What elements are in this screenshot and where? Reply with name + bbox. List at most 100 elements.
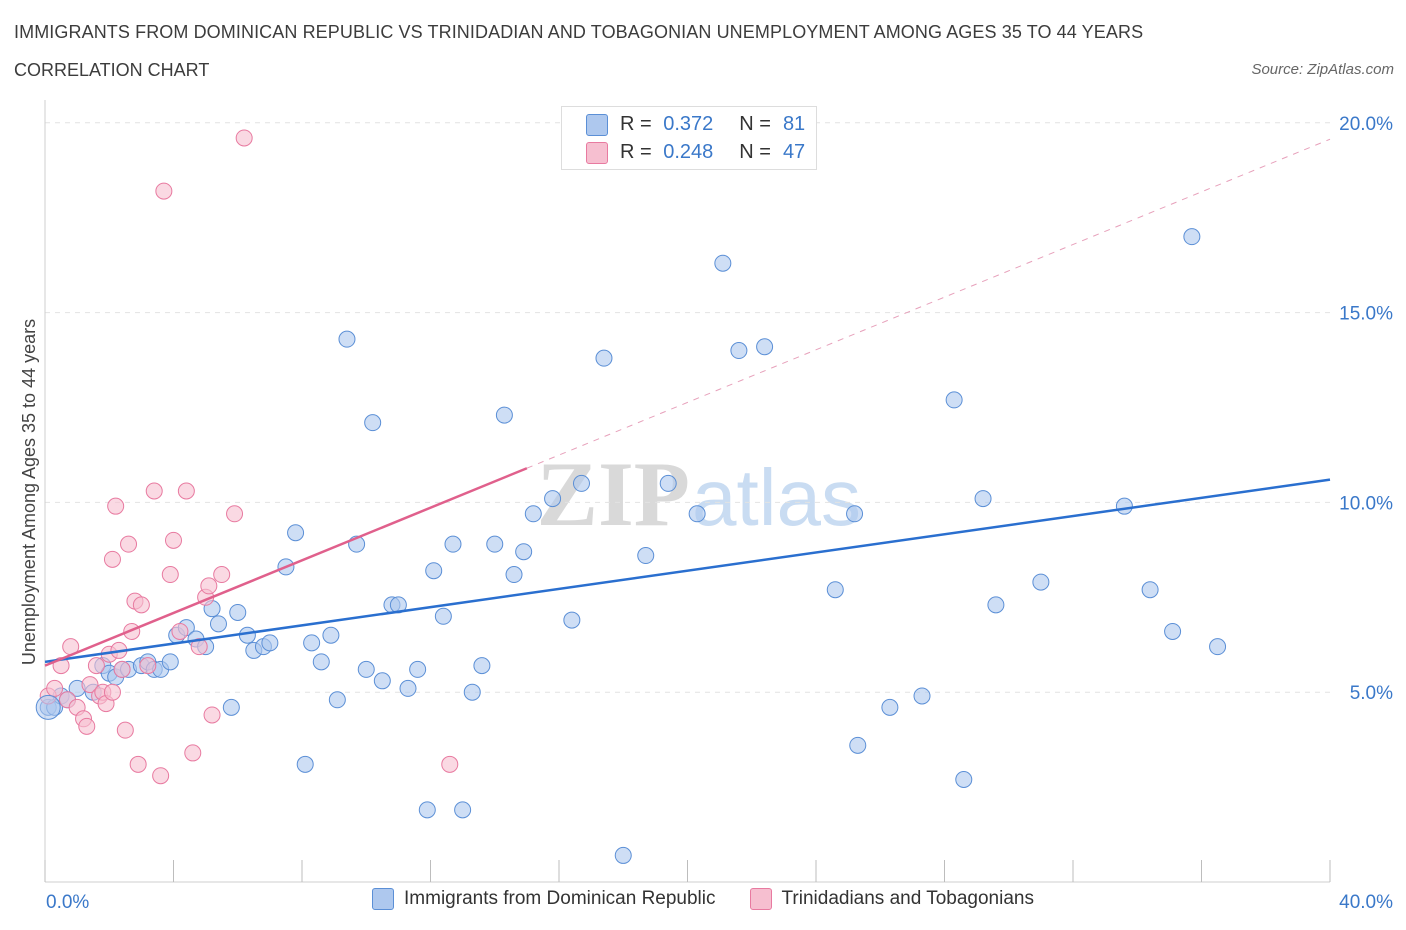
blue-point	[338, 330, 356, 348]
legend-item-dominican: Immigrants from Dominican Republic	[372, 888, 716, 910]
blue-point	[515, 543, 533, 561]
pink-trend-extension	[526, 138, 1331, 469]
pink-point	[103, 683, 121, 701]
blue-point	[222, 698, 240, 716]
series-legend: Immigrants from Dominican Republic Trini…	[0, 888, 1406, 910]
pink-point	[103, 550, 121, 568]
blue-point	[955, 771, 973, 789]
blue-swatch	[372, 888, 395, 910]
pink-point	[116, 721, 134, 739]
pink-point	[441, 755, 459, 773]
pink-point	[161, 566, 179, 584]
blue-point	[945, 391, 963, 409]
pink-point	[200, 577, 218, 595]
blue-point	[296, 755, 314, 773]
blue-point	[473, 657, 491, 675]
blue-point	[1032, 573, 1050, 591]
r-value: 0.372	[663, 113, 714, 135]
pink-point	[165, 531, 182, 549]
blue-point	[881, 698, 899, 716]
y-tick-label: 20.0%	[1339, 114, 1393, 135]
pink-trend-line	[44, 467, 528, 667]
blue-point	[495, 406, 513, 424]
legend-label: Trinidadians and Tobagonians	[781, 888, 1034, 909]
blue-point	[572, 474, 590, 492]
pink-point	[113, 660, 131, 678]
blue-point	[846, 505, 864, 523]
pink-swatch	[749, 888, 772, 910]
pink-point	[177, 482, 195, 500]
pink-point	[203, 706, 221, 724]
blue-point	[425, 562, 443, 580]
chart-subtitle: CORRELATION CHART	[14, 60, 210, 80]
blue-point	[563, 611, 581, 629]
pink-point	[226, 505, 244, 523]
pink-point	[87, 657, 105, 675]
y-tick-label: 5.0%	[1350, 683, 1393, 704]
n-label: N =	[739, 141, 771, 163]
blue-point	[688, 505, 706, 523]
x-tick-label: 40.0%	[1339, 892, 1393, 913]
pink-point	[132, 596, 150, 614]
pink-point	[107, 497, 125, 515]
blue-point	[312, 653, 330, 671]
blue-point	[486, 535, 504, 553]
pink-point	[155, 182, 173, 200]
blue-point	[595, 349, 613, 367]
pink-point	[120, 535, 138, 553]
blue-trend-line	[44, 478, 1331, 664]
blue-point	[463, 683, 481, 701]
blue-point	[364, 414, 382, 432]
blue-point	[1164, 622, 1182, 640]
n-value: 81	[782, 113, 806, 135]
blue-point	[1209, 638, 1227, 656]
pink-point	[152, 767, 170, 785]
blue-point	[1183, 228, 1201, 246]
blue-point	[454, 801, 472, 819]
watermark-zip: ZIP	[537, 443, 690, 545]
blue-point	[399, 679, 417, 697]
pink-point	[139, 657, 157, 675]
r-label: R =	[620, 141, 652, 163]
r-label: R =	[620, 113, 652, 135]
blue-point	[287, 524, 305, 542]
blue-point	[303, 634, 321, 652]
blue-point	[357, 660, 375, 678]
legend-row-pink: R = 0.248 N = 47	[586, 141, 805, 164]
blue-point	[730, 342, 748, 360]
blue-point	[409, 660, 427, 678]
blue-point	[418, 801, 436, 819]
pink-point	[145, 482, 163, 500]
blue-point	[209, 615, 227, 633]
blue-point	[229, 603, 247, 621]
legend-row-blue: R = 0.372 N = 81	[586, 113, 805, 136]
blue-point	[637, 547, 655, 565]
correlation-legend: R = 0.372 N = 81 R = 0.248 N = 47	[561, 106, 817, 170]
blue-point	[756, 338, 774, 356]
n-label: N =	[739, 113, 771, 135]
x-tick-label: 0.0%	[46, 892, 89, 913]
blue-point	[434, 607, 452, 625]
blue-point	[322, 626, 340, 644]
y-axis-label: Unemployment Among Ages 35 to 44 years	[19, 319, 39, 665]
pink-point	[78, 717, 96, 735]
blue-point	[373, 672, 391, 690]
source-label: Source: ZipAtlas.com	[1251, 61, 1394, 78]
blue-point	[35, 694, 61, 720]
n-value: 47	[782, 141, 806, 163]
blue-point	[544, 490, 562, 508]
blue-point	[328, 691, 346, 709]
blue-point	[161, 653, 179, 671]
blue-point	[659, 474, 677, 492]
pink-point	[184, 744, 202, 762]
pink-point	[235, 129, 253, 147]
blue-point	[974, 490, 992, 508]
blue-point	[505, 566, 523, 584]
blue-point	[614, 846, 632, 864]
pink-point	[81, 676, 99, 694]
blue-point	[1115, 497, 1133, 515]
pink-point	[213, 566, 231, 584]
pink-swatch	[586, 141, 608, 164]
blue-point	[524, 505, 542, 523]
